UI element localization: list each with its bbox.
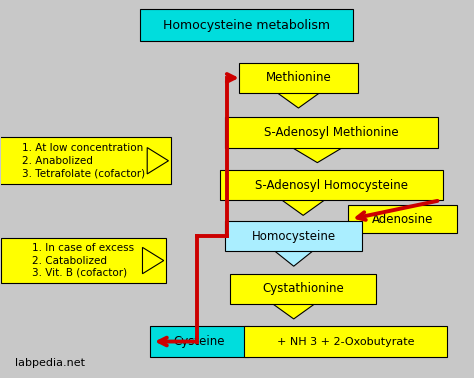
FancyBboxPatch shape bbox=[0, 238, 166, 283]
Text: S-Adenosyl Homocysteine: S-Adenosyl Homocysteine bbox=[255, 179, 408, 192]
Text: Homocysteine: Homocysteine bbox=[252, 229, 336, 243]
Text: Cysteine: Cysteine bbox=[173, 335, 225, 348]
FancyBboxPatch shape bbox=[0, 137, 171, 184]
Text: 1. At low concentration
2. Anabolized
3. Tetrafolate (cofactor): 1. At low concentration 2. Anabolized 3.… bbox=[22, 143, 145, 178]
Text: Cystathionine: Cystathionine bbox=[262, 282, 344, 295]
Polygon shape bbox=[289, 146, 346, 163]
Polygon shape bbox=[280, 198, 327, 215]
Text: Methionine: Methionine bbox=[265, 71, 331, 84]
Text: Adenosine: Adenosine bbox=[372, 213, 433, 226]
FancyBboxPatch shape bbox=[225, 118, 438, 147]
Polygon shape bbox=[143, 247, 164, 274]
FancyBboxPatch shape bbox=[348, 205, 457, 233]
FancyBboxPatch shape bbox=[230, 274, 376, 304]
FancyBboxPatch shape bbox=[225, 221, 362, 251]
FancyBboxPatch shape bbox=[150, 327, 249, 356]
Polygon shape bbox=[273, 249, 315, 266]
Text: S-Adenosyl Methionine: S-Adenosyl Methionine bbox=[264, 126, 399, 139]
Text: Homocysteine metabolism: Homocysteine metabolism bbox=[163, 19, 330, 32]
Polygon shape bbox=[147, 147, 168, 174]
Text: 1. In case of excess
2. Catabolized
3. Vit. B (cofactor): 1. In case of excess 2. Catabolized 3. V… bbox=[32, 243, 135, 278]
Polygon shape bbox=[270, 302, 318, 319]
FancyBboxPatch shape bbox=[244, 327, 447, 356]
Text: + NH 3 + 2-Oxobutyrate: + NH 3 + 2-Oxobutyrate bbox=[277, 336, 414, 347]
Polygon shape bbox=[275, 91, 322, 108]
FancyBboxPatch shape bbox=[239, 63, 357, 93]
FancyBboxPatch shape bbox=[220, 170, 443, 200]
FancyBboxPatch shape bbox=[140, 9, 353, 41]
Text: labpedia.net: labpedia.net bbox=[15, 358, 85, 368]
